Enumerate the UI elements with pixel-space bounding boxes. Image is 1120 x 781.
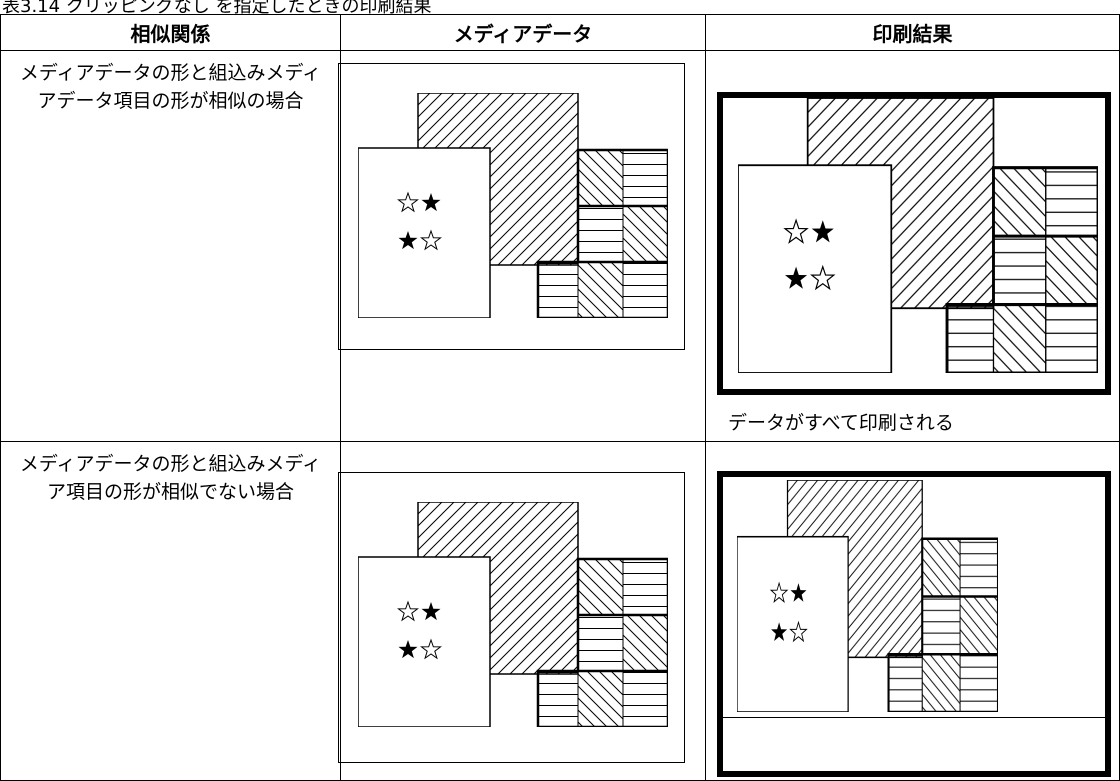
result-note: データがすべて印刷される: [728, 412, 954, 434]
table-caption: 表3.14 クリッピングなし を指定したときの印刷結果: [2, 0, 432, 17]
